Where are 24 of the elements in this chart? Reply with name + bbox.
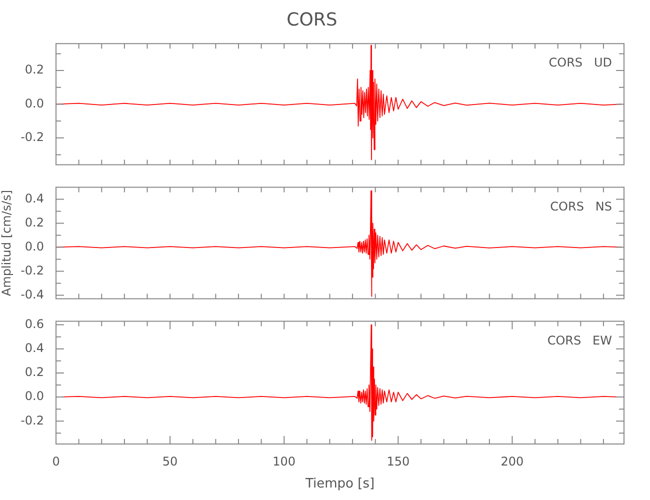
annotation: CORS NS <box>550 199 612 214</box>
x-tick-label: 0 <box>52 454 60 468</box>
y-tick-label: -0.2 <box>20 263 44 278</box>
y-tick-label: 0.0 <box>24 239 44 254</box>
y-tick-label: 0.2 <box>24 62 44 77</box>
y-tick-label: -0.4 <box>20 287 44 302</box>
y-axis-title: Amplitud [cm/s/s] <box>0 190 14 296</box>
y-tick-label: 0.2 <box>24 215 44 230</box>
y-tick-label: -0.2 <box>20 130 44 144</box>
x-tick-label: 150 <box>386 454 410 468</box>
annotation: CORS EW <box>547 333 612 348</box>
y-tick-label: 0.6 <box>24 316 44 331</box>
chart-title: CORS <box>286 9 338 30</box>
annotation: CORS UD <box>548 56 612 70</box>
y-tick-label: 0.4 <box>24 341 44 356</box>
x-tick-label: 100 <box>272 454 296 468</box>
y-tick-label: 0.2 <box>24 365 44 380</box>
x-tick-label: 200 <box>500 454 524 468</box>
y-tick-label: 0.4 <box>24 191 44 206</box>
y-tick-label: 0.0 <box>24 96 44 110</box>
x-tick-label: 50 <box>162 454 178 468</box>
x-axis-title: Tiempo [s] <box>304 476 375 492</box>
y-tick-label: 0.0 <box>24 389 44 404</box>
y-tick-label: -0.2 <box>20 413 44 428</box>
